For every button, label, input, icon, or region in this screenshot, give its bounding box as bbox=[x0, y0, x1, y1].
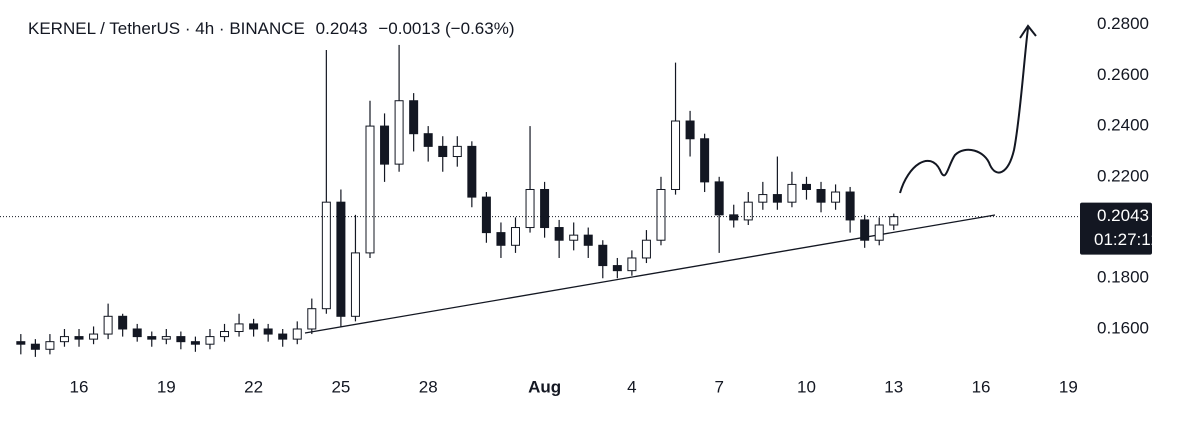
x-tick-label: 4 bbox=[627, 377, 636, 396]
x-tick-label: 28 bbox=[419, 377, 438, 396]
x-tick-label: 25 bbox=[331, 377, 350, 396]
candle-body bbox=[641, 239, 651, 259]
candle-body bbox=[656, 188, 666, 241]
candle-body bbox=[612, 265, 622, 272]
price-badge-label: 0.2043 bbox=[1097, 206, 1149, 225]
candle-body bbox=[438, 145, 448, 158]
candle-body bbox=[278, 333, 288, 340]
candle-body bbox=[700, 138, 710, 183]
symbol: KERNEL / TetherUS bbox=[28, 19, 180, 38]
candle-body bbox=[118, 315, 128, 330]
candle-body bbox=[220, 331, 230, 338]
x-tick-label: 19 bbox=[157, 377, 176, 396]
header: KERNEL / TetherUS · 4h · BINANCE 0.2043 … bbox=[28, 19, 514, 38]
separator: · bbox=[219, 19, 225, 38]
candle-body bbox=[729, 214, 739, 221]
price-change: −0.0013 (−0.63%) bbox=[378, 19, 514, 38]
candle-body bbox=[89, 333, 99, 340]
candle-body bbox=[525, 188, 535, 229]
candle-body bbox=[161, 336, 171, 340]
candle-body bbox=[481, 196, 491, 234]
exchange: BINANCE bbox=[229, 19, 305, 38]
separator: · bbox=[185, 19, 191, 38]
drawn-arrow bbox=[899, 27, 1029, 194]
candle-body bbox=[132, 328, 142, 338]
x-tick-label: 10 bbox=[797, 377, 816, 396]
y-tick-label: 0.2600 bbox=[1097, 65, 1149, 84]
candle-body bbox=[350, 252, 360, 317]
candle-body bbox=[583, 234, 593, 246]
candle-body bbox=[510, 227, 520, 246]
x-tick-label: 22 bbox=[244, 377, 263, 396]
candle-body bbox=[307, 308, 317, 330]
candle-body bbox=[147, 336, 157, 340]
candle-body bbox=[714, 181, 724, 216]
candle-body bbox=[74, 336, 84, 340]
y-tick-label: 0.2400 bbox=[1097, 116, 1149, 135]
candle-body bbox=[772, 194, 782, 203]
y-tick-label: 0.1800 bbox=[1097, 268, 1149, 287]
candle-body bbox=[816, 188, 826, 203]
countdown: 01:27:12 bbox=[1094, 230, 1160, 249]
candle-body bbox=[743, 201, 753, 221]
y-tick-label: 0.2200 bbox=[1097, 166, 1149, 185]
candle-body bbox=[190, 341, 200, 345]
candle-body bbox=[874, 224, 884, 241]
candle-body bbox=[409, 100, 419, 135]
candle-body bbox=[787, 183, 797, 203]
candle-body bbox=[263, 328, 273, 335]
interval: 4h bbox=[195, 19, 214, 38]
candle-body bbox=[16, 341, 26, 345]
trend-line bbox=[304, 214, 996, 334]
candle-body bbox=[569, 234, 579, 241]
candle-body bbox=[671, 120, 681, 190]
candle-body bbox=[860, 219, 870, 241]
candle-body bbox=[758, 194, 768, 203]
y-tick-label: 0.2800 bbox=[1097, 14, 1149, 33]
candle-body bbox=[598, 244, 608, 267]
candle-body bbox=[540, 188, 550, 229]
candle-body bbox=[452, 145, 462, 158]
header-price: 0.2043 bbox=[316, 19, 368, 38]
candle-body bbox=[103, 315, 113, 335]
candle-body bbox=[30, 343, 40, 350]
candle-body bbox=[59, 336, 69, 343]
candle-body bbox=[831, 191, 841, 203]
candle-body bbox=[423, 133, 433, 147]
candle-body bbox=[365, 125, 375, 254]
candle-body bbox=[336, 201, 346, 317]
y-tick-label: 0.1600 bbox=[1097, 318, 1149, 337]
x-tick-label: 13 bbox=[884, 377, 903, 396]
candle-body bbox=[801, 183, 811, 190]
candle-body bbox=[45, 341, 55, 350]
candle-body bbox=[685, 120, 695, 140]
x-tick-label: Aug bbox=[528, 377, 561, 396]
x-tick-label: 16 bbox=[972, 377, 991, 396]
candle-body bbox=[380, 125, 390, 165]
candle-body bbox=[627, 257, 637, 272]
candle-body bbox=[292, 328, 302, 340]
x-tick-label: 19 bbox=[1059, 377, 1078, 396]
candle-body bbox=[496, 232, 506, 246]
candle-body bbox=[889, 216, 899, 226]
candle-body bbox=[321, 201, 331, 310]
candle-body bbox=[205, 336, 215, 345]
candle-body bbox=[234, 323, 244, 333]
candle-body bbox=[394, 100, 404, 165]
candle-body bbox=[176, 336, 186, 343]
price-badge bbox=[1080, 202, 1152, 255]
x-tick-label: 7 bbox=[714, 377, 723, 396]
candle-body bbox=[467, 145, 477, 198]
candle-body bbox=[845, 191, 855, 221]
candle-body bbox=[249, 323, 259, 330]
candle-body bbox=[554, 227, 564, 241]
x-tick-label: 16 bbox=[70, 377, 89, 396]
arrow-head bbox=[1019, 24, 1037, 39]
